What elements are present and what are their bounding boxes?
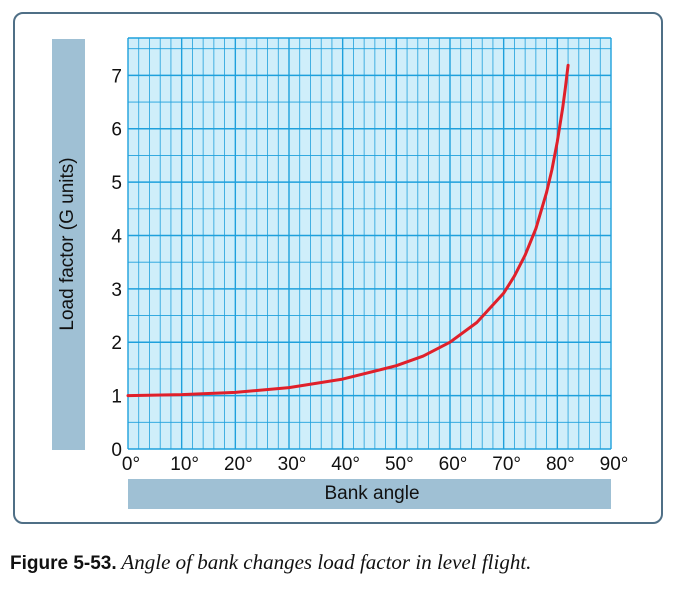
x-tick-label: 30° bbox=[278, 454, 307, 475]
x-axis-label: Bank angle bbox=[324, 483, 420, 504]
x-tick-label: 20° bbox=[224, 454, 253, 475]
x-axis-label-bar bbox=[128, 479, 611, 509]
y-tick-label: 5 bbox=[111, 173, 122, 194]
y-tick-label: 3 bbox=[111, 280, 122, 301]
caption-text: Angle of bank changes load factor in lev… bbox=[121, 550, 532, 574]
x-tick-label: 40° bbox=[331, 454, 360, 475]
x-tick-label: 90° bbox=[600, 454, 629, 475]
y-tick-label: 4 bbox=[111, 226, 122, 247]
y-tick-label: 6 bbox=[111, 120, 122, 141]
y-tick-label: 2 bbox=[111, 333, 122, 354]
x-tick-label: 60° bbox=[439, 454, 468, 475]
y-tick-label: 7 bbox=[111, 66, 122, 87]
x-tick-label: 10° bbox=[170, 454, 199, 475]
plot-area bbox=[128, 38, 611, 449]
load-factor-curve bbox=[126, 63, 570, 398]
x-tick-label: 50° bbox=[385, 454, 414, 475]
y-tick-label: 1 bbox=[111, 387, 122, 408]
y-axis-label-bar bbox=[52, 39, 85, 450]
x-tick-label: 80° bbox=[546, 454, 575, 475]
figure-caption: Figure 5-53. Angle of bank changes load … bbox=[10, 550, 531, 575]
x-tick-label: 70° bbox=[492, 454, 521, 475]
y-tick-label: 0 bbox=[111, 440, 122, 461]
x-tick-label: 0° bbox=[122, 454, 140, 475]
figure-label: Figure 5-53. bbox=[10, 553, 117, 574]
